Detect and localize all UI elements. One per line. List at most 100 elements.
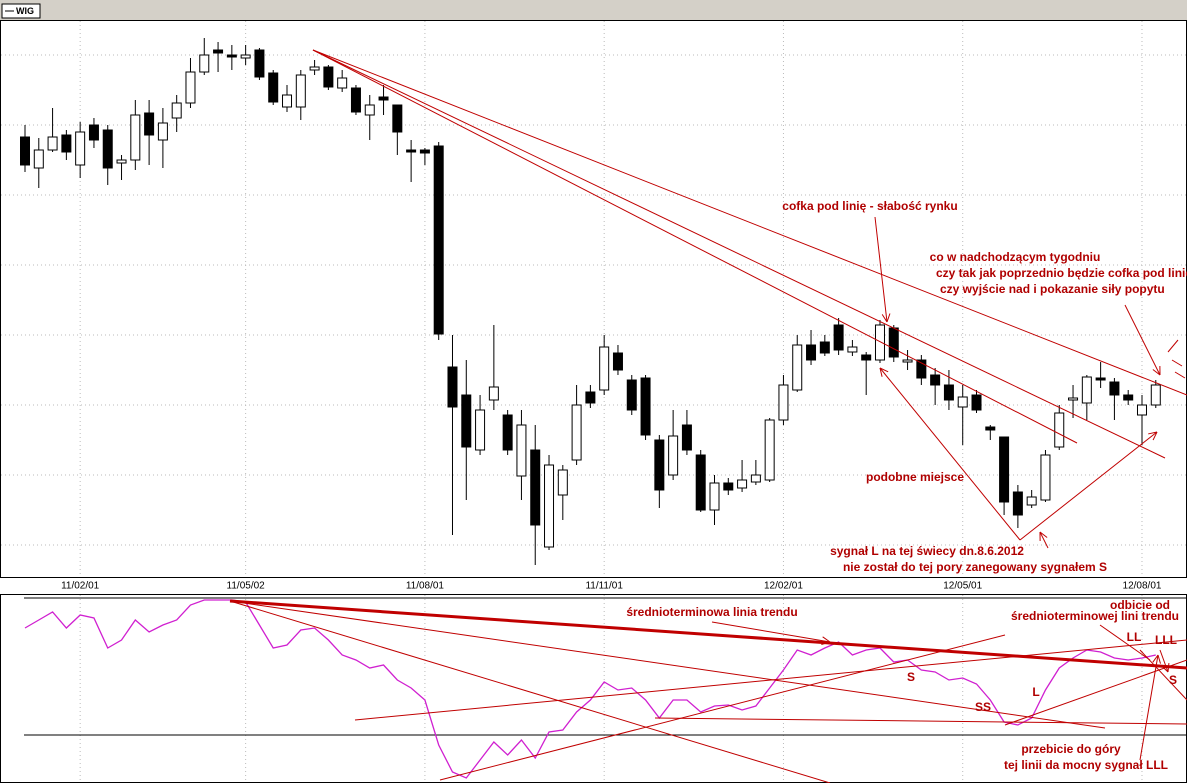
x-tick-label: 12/08/01	[1123, 581, 1162, 592]
candle-body	[902, 359, 913, 363]
annotation: odbicie od	[1110, 598, 1170, 612]
annotation: średnioterminowa linia trendu	[626, 605, 797, 619]
candle-body	[1012, 491, 1023, 516]
candle-body	[806, 344, 817, 361]
trend-line	[874, 216, 888, 323]
trend-line	[1152, 654, 1159, 663]
candle-body	[1054, 412, 1065, 448]
annotation: tej linii da mocny sygnał LLL	[1004, 758, 1168, 772]
candle-body	[350, 87, 361, 113]
candle-body	[654, 439, 665, 491]
trend-line	[312, 49, 1078, 444]
trend-line	[312, 49, 1187, 396]
candle-body	[1150, 384, 1161, 406]
candle-body	[544, 464, 555, 548]
candle-body	[833, 324, 844, 351]
candle-body	[681, 424, 692, 451]
annotation: cofka pod linię - słabość rynku	[782, 199, 957, 213]
candle-body	[668, 435, 679, 476]
trend-line	[1157, 654, 1161, 664]
annotation: SS	[975, 700, 991, 714]
candle-body	[985, 426, 996, 431]
candle-body	[433, 145, 444, 335]
candle-body	[943, 384, 954, 401]
trend-line	[711, 621, 831, 643]
candle-body	[778, 384, 789, 421]
trend-line	[1167, 662, 1170, 673]
trend-line	[1039, 531, 1049, 549]
oscillator-line	[24, 599, 1156, 779]
candle-body	[61, 134, 72, 153]
trend-line	[312, 49, 1166, 459]
candle-body	[861, 354, 872, 361]
candle-body	[47, 136, 58, 151]
candle-body	[1136, 404, 1147, 416]
candle-body	[709, 482, 720, 511]
candle-body	[20, 136, 30, 166]
trend-line	[822, 636, 831, 643]
annotation: przebicie do góry	[1021, 742, 1121, 756]
candle-body	[1040, 454, 1051, 501]
candle-body	[419, 149, 430, 154]
candle-body	[282, 94, 293, 108]
candle-body	[999, 436, 1010, 503]
candle-body	[750, 474, 761, 483]
annotation: LL	[1127, 630, 1142, 644]
candle-body	[792, 344, 803, 391]
candle-body	[1123, 394, 1134, 401]
candle-body	[295, 74, 306, 108]
candle-body	[599, 346, 610, 391]
candle-body	[874, 324, 885, 361]
annotation: S	[1169, 673, 1177, 687]
trend-line	[881, 314, 888, 323]
trend-line	[229, 599, 1187, 670]
x-tick-label: 12/02/01	[764, 581, 803, 592]
candle-body	[364, 104, 375, 116]
annotation: sygnał L na tej świecy dn.8.6.2012	[830, 544, 1024, 558]
trend-line	[354, 639, 1187, 721]
trend-line	[879, 367, 1021, 541]
trend-line	[1004, 659, 1187, 726]
x-tick-label: 11/08/01	[406, 581, 445, 592]
legend-label: WIG	[16, 6, 34, 16]
candle-body	[116, 159, 127, 164]
candle-body	[378, 96, 389, 101]
trend-line	[1039, 531, 1048, 538]
candle-body	[33, 149, 44, 169]
annotation: czy tak jak poprzednio będzie cofka pod …	[936, 266, 1187, 280]
trend-line	[821, 641, 831, 645]
candle-body	[764, 419, 775, 481]
candle-body	[75, 131, 86, 166]
candle-body	[847, 346, 858, 353]
legend-box	[1, 3, 41, 19]
candle-body	[957, 396, 968, 408]
annotation: nie został do tej pory zanegowany sygnał…	[843, 560, 1107, 574]
candle-body	[171, 102, 182, 119]
candle-body	[88, 124, 99, 141]
candle-body	[971, 394, 982, 411]
candle-body	[240, 54, 251, 59]
trend-line	[1019, 431, 1158, 541]
candle-body	[723, 482, 734, 491]
trend-line	[1174, 371, 1186, 379]
candle-body	[475, 409, 486, 451]
candle-body	[612, 352, 623, 371]
toolbar	[0, 0, 1187, 20]
candle-body	[571, 404, 582, 461]
candle-body	[157, 122, 168, 141]
trend-line	[1099, 624, 1151, 661]
candle-body	[392, 104, 403, 133]
trend-line	[1171, 359, 1183, 367]
candle-body	[626, 379, 637, 411]
candle-body	[268, 72, 279, 103]
trend-line	[879, 367, 889, 373]
trend-line	[654, 717, 1187, 725]
upper-panel	[0, 20, 1187, 578]
candle-body	[144, 112, 155, 136]
x-tick-label: 11/02/01	[61, 581, 100, 592]
candle-body	[406, 149, 417, 153]
trend-line	[1152, 431, 1158, 441]
trend-line	[1124, 304, 1161, 376]
candle-body	[337, 77, 348, 89]
